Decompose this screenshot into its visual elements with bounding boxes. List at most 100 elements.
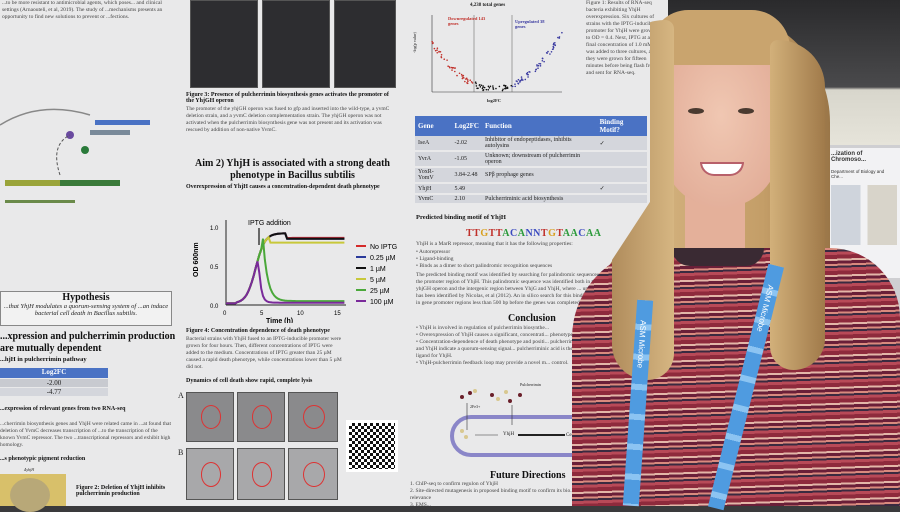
series-line: [226, 233, 344, 303]
motif-letter: C: [510, 228, 518, 239]
diagram-fe-label: 2Fe3+: [470, 404, 480, 409]
legend-label: 5 µM: [370, 277, 386, 284]
series-line: [226, 239, 344, 304]
table-cell: -2.00: [0, 379, 108, 387]
figure4-chart: No IPTG0.25 µM1 µM5 µM25 µM100 µM0.00.51…: [186, 205, 401, 323]
table-row: YhjH 5.49 ✓: [415, 183, 647, 194]
future-title: Future Directions: [490, 470, 565, 481]
table-cell: Pulcherriminic acid biosynthesis: [482, 194, 597, 204]
timelapse-image: [237, 392, 285, 442]
pigment-plate-image: [0, 474, 66, 506]
list-item: • YhjH-pulcherrimin feedback loop may pr…: [416, 360, 586, 367]
volcano-point: [527, 76, 529, 78]
volcano-point: [467, 79, 469, 81]
motif-letter: G: [480, 228, 488, 239]
volcano-point: [454, 67, 456, 69]
motif-bullets: • Autorepressor • Ligand-binding • Binds a…: [416, 249, 606, 270]
volcano-point: [481, 84, 483, 86]
volcano-point: [431, 41, 433, 43]
research-poster: ...to be more resistant to antimicrobial…: [0, 0, 668, 506]
table-cell: IseA: [415, 136, 451, 151]
figure1-caption: Figure 1: Results of RNA-seq bacteria ex…: [586, 0, 660, 77]
y-tick-label: 0.0: [210, 304, 219, 310]
list-item: 1. ChIP-seq to confirm regulon of YhjH: [410, 481, 590, 488]
volcano-point: [436, 49, 438, 51]
legend-label: 0.25 µM: [370, 255, 396, 262]
volcano-point: [479, 84, 481, 86]
motif-letter: A: [502, 228, 510, 239]
panel-b-label: B: [178, 448, 183, 457]
pathway-diagram: [0, 95, 178, 245]
volcano-point: [552, 48, 554, 50]
volcano-point: [499, 86, 501, 88]
table-caption: ...expression of relevant genes from two…: [0, 406, 125, 412]
volcano-point: [540, 63, 542, 65]
volcano-point: [514, 86, 516, 88]
motif-text: YhjH is a MarR repressor, meaning that i…: [416, 241, 606, 248]
motif-letter: C: [578, 228, 586, 239]
volcano-point: [441, 57, 443, 59]
volcano-point: [482, 87, 484, 89]
future-list: 1. ChIP-seq to confirm regulon of YhjH 2.…: [410, 481, 590, 509]
figure4-title: Figure 4: Concentration dependence of de…: [186, 328, 330, 334]
motif-body: The predicted binding motif was identifi…: [416, 272, 606, 307]
table-row: YoxR-YomV 3.84-2.48 SPβ prophage genes: [415, 167, 647, 183]
table-header: Log2FC: [0, 368, 108, 378]
figure2-caption: Figure 2: Deletion of YhjH inhibits pulc…: [76, 485, 166, 497]
volcano-point: [535, 69, 537, 71]
qr-code[interactable]: [346, 420, 398, 472]
feedback-diagram: [440, 385, 590, 460]
volcano-point: [461, 74, 463, 76]
intro-text: ...to be more resistant to antimicrobial…: [2, 0, 177, 21]
volcano-point: [503, 85, 505, 87]
list-item: • YhjH is involved in regulation of pulc…: [416, 325, 586, 332]
figure3-title: Figure 3: Presence of pulcherrimin biosy…: [186, 92, 398, 104]
table-cell: -2.02: [451, 136, 482, 151]
volcano-point: [449, 67, 451, 69]
volcano-point: [529, 71, 531, 73]
hypothesis-title: Hypothesis: [1, 292, 171, 303]
volcano-point: [527, 72, 529, 74]
dynamics-title: Dynamics of cell death show rapid, compl…: [186, 378, 312, 384]
volcano-point: [467, 83, 469, 85]
volcano-point: [538, 63, 540, 65]
table-cell: Inhibitor of endopeptidases, inhibits au…: [482, 136, 597, 151]
colony: [10, 478, 50, 512]
sweater-collar: [672, 248, 764, 266]
x-tick-label: 15: [334, 311, 341, 317]
y-tick-label: 1.0: [210, 226, 219, 232]
microscopy-image: [334, 0, 396, 88]
volcano-point: [482, 90, 484, 92]
legend-label: 25 µM: [370, 288, 390, 295]
volcano-point: [524, 79, 526, 81]
volcano-point: [521, 76, 523, 78]
table-row: YvmC 2.10 Pulcherriminic acid biosynthesis: [415, 194, 647, 204]
table-cell: -1.05: [451, 151, 482, 167]
volcano-point: [546, 52, 548, 54]
motif-letter: A: [586, 228, 594, 239]
volcano-point: [476, 85, 478, 87]
volcano-point: [459, 72, 461, 74]
volcano-point: [475, 81, 477, 83]
microscopy-image: [262, 0, 330, 88]
motif-letter: A: [563, 228, 571, 239]
volcano-ylabel: -log(p value): [412, 32, 417, 53]
table-row: IseA -2.02 Inhibitor of endopeptidases, in…: [415, 136, 647, 151]
motif-letter: T: [489, 228, 496, 239]
table-cell: [597, 151, 647, 167]
motif-title: Predicted binding motif of YhjH: [416, 214, 506, 221]
volcano-point: [559, 36, 561, 38]
volcano-xlabel: log2FC: [487, 98, 501, 103]
series-line: [226, 261, 344, 303]
timelapse-image: [237, 448, 285, 500]
table-header: Binding Motif?: [597, 116, 647, 136]
volcano-point: [518, 79, 520, 81]
pigment-title: ...s phenotypic pigment reduction: [0, 456, 85, 462]
table-cell: ✓: [597, 183, 647, 194]
volcano-point: [516, 81, 518, 83]
log2fc-table: Log2FC -2.00 -4.77: [0, 368, 108, 396]
volcano-point: [488, 86, 490, 88]
person-face: [662, 40, 780, 208]
pathway-diagram-svg: [0, 95, 178, 245]
volcano-point: [484, 87, 486, 89]
